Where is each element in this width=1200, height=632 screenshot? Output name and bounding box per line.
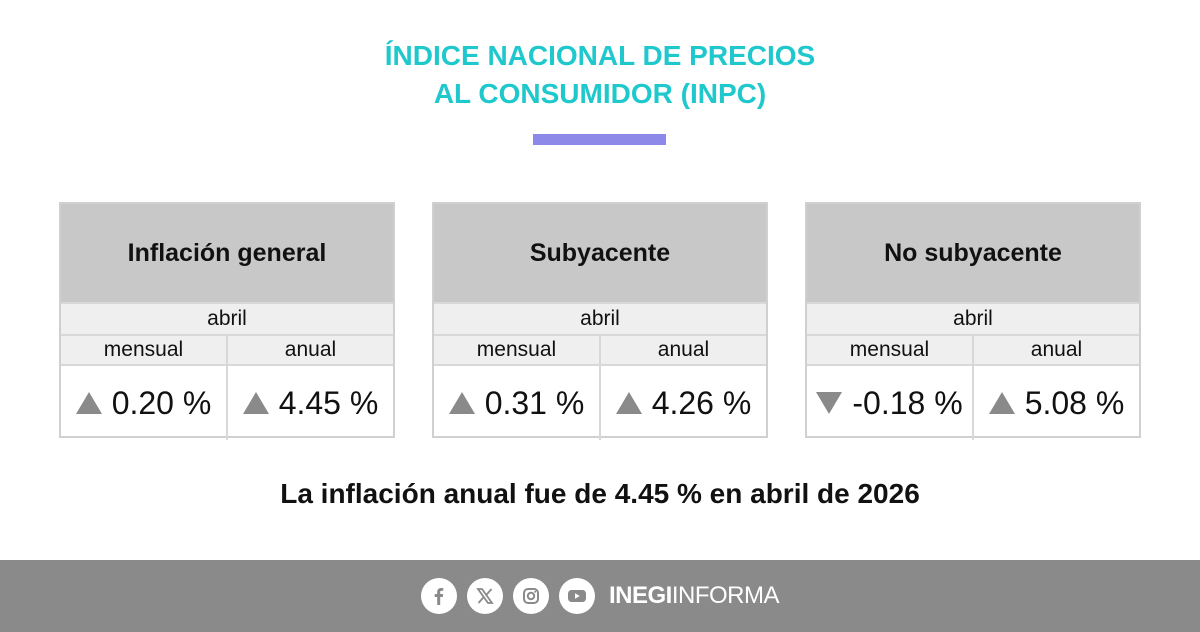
up-triangle-icon	[615, 392, 642, 414]
annual-label: anual	[284, 338, 337, 361]
down-triangle-icon	[816, 392, 843, 414]
instagram-icon[interactable]	[512, 578, 549, 614]
page-title: ÍNDICE NACIONAL DE PRECIOS AL CONSUMIDOR…	[0, 37, 1200, 113]
card-subheaders: mensual anual	[434, 336, 766, 366]
monthly-value-cell: 0.20 %	[61, 366, 228, 440]
facebook-icon[interactable]	[420, 578, 457, 614]
card-subheaders: mensual anual	[807, 336, 1139, 366]
annual-label: anual	[1030, 338, 1083, 361]
card-title: Inflación general	[61, 204, 393, 302]
footer-bar: INEGIINFORMA	[0, 560, 1200, 632]
up-triangle-icon	[242, 392, 269, 414]
monthly-label: mensual	[61, 336, 228, 364]
annual-value-cell: 4.26 %	[601, 366, 766, 440]
youtube-icon[interactable]	[558, 578, 595, 614]
card-month: abril	[807, 302, 1139, 336]
card-values: 0.20 % 4.45 %	[61, 366, 393, 440]
title-line-1: ÍNDICE NACIONAL DE PRECIOS	[384, 40, 816, 71]
monthly-value: -0.18 %	[852, 384, 963, 421]
title-line-2: AL CONSUMIDOR (INPC)	[433, 78, 767, 109]
up-triangle-icon	[75, 392, 102, 414]
card-subheaders: mensual anual	[61, 336, 393, 366]
title-accent-bar	[533, 134, 666, 145]
annual-label: anual	[657, 338, 710, 361]
annual-value: 4.26 %	[651, 384, 752, 421]
up-triangle-icon	[988, 392, 1015, 414]
monthly-value: 0.20 %	[111, 384, 212, 421]
card-title: No subyacente	[807, 204, 1139, 302]
monthly-value-cell: -0.18 %	[807, 366, 974, 440]
card-month: abril	[434, 302, 766, 336]
monthly-label: mensual	[434, 336, 601, 364]
annual-value: 4.45 %	[278, 384, 379, 421]
card-title: Subyacente	[434, 204, 766, 302]
inegi-informa-logo: INEGIINFORMA	[608, 582, 780, 610]
card-values: 0.31 % 4.26 %	[434, 366, 766, 440]
card-subyacente: Subyacente abril mensual anual 0.31 % 4.…	[432, 202, 768, 440]
brand-bold: INEGI	[608, 582, 672, 609]
card-month: abril	[61, 302, 393, 336]
annual-value-cell: 5.08 %	[974, 366, 1139, 440]
monthly-value-cell: 0.31 %	[434, 366, 601, 440]
x-icon[interactable]	[466, 578, 503, 614]
card-values: -0.18 % 5.08 %	[807, 366, 1139, 440]
summary-statement: La inflación anual fue de 4.45 % en abri…	[280, 478, 920, 509]
annual-value-cell: 4.45 %	[228, 366, 393, 440]
monthly-label: mensual	[807, 336, 974, 364]
up-triangle-icon	[448, 392, 475, 414]
card-no-subyacente: No subyacente abril mensual anual -0.18 …	[805, 202, 1141, 440]
monthly-value: 0.31 %	[484, 384, 585, 421]
brand-regular: INFORMA	[671, 582, 780, 609]
annual-value: 5.08 %	[1024, 384, 1125, 421]
card-inflacion-general: Inflación general abril mensual anual 0.…	[59, 202, 395, 440]
